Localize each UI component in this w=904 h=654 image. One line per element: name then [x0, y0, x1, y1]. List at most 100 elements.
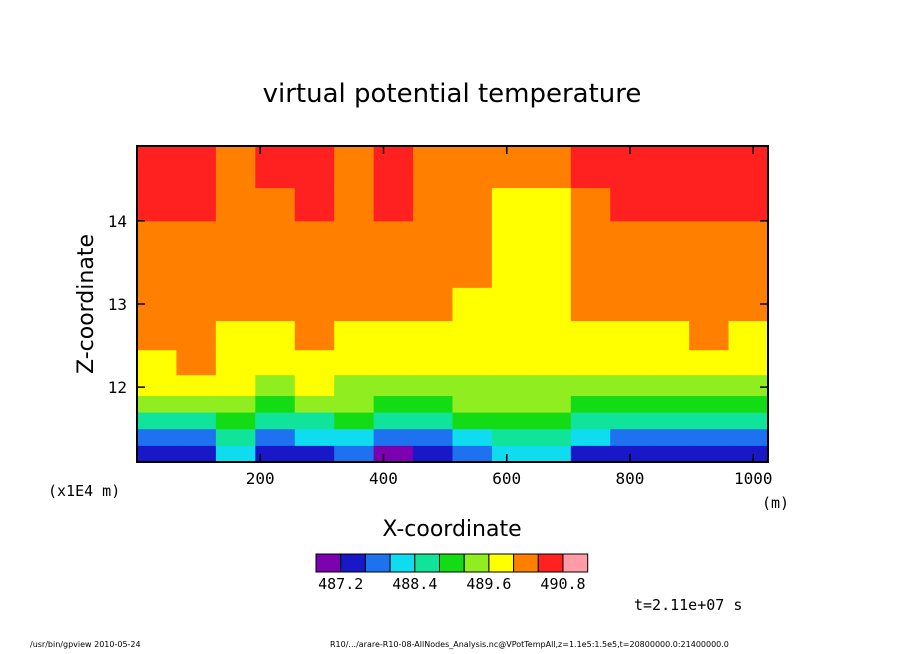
heatmap-cell [413, 412, 453, 430]
heatmap-cell [570, 395, 611, 413]
heatmap-cell [294, 320, 335, 351]
y-tick-label: 13 [108, 295, 127, 314]
heatmap-cell [491, 187, 532, 222]
heatmap-cell [610, 445, 651, 463]
heatmap-cell [176, 374, 217, 396]
heatmap-cell [334, 187, 375, 222]
heatmap-cell [452, 187, 493, 222]
heatmap-cell [689, 445, 730, 463]
heatmap-cell [215, 320, 256, 351]
heatmap-cell [728, 187, 769, 222]
colorbar-tick-label: 489.6 [466, 575, 511, 593]
heatmap-cell [649, 395, 690, 413]
heatmap-cell [649, 349, 690, 376]
heatmap-cell [334, 428, 375, 446]
heatmap-cell [255, 320, 296, 351]
heatmap-cell [294, 349, 335, 376]
heatmap-cell [255, 187, 296, 222]
heatmap-cell [570, 287, 611, 322]
x-tick-label: 600 [492, 469, 521, 488]
heatmap-cell [373, 287, 414, 322]
heatmap-cell [570, 445, 611, 463]
heatmap-cell [649, 374, 690, 396]
heatmap-cell [531, 220, 572, 255]
heatmap-cell [728, 320, 769, 351]
colorbar-tick-label: 487.2 [318, 575, 363, 593]
heatmap-cell [294, 412, 335, 430]
heatmap-cell [137, 254, 177, 288]
colorbar-swatch [389, 553, 416, 573]
heatmap-cell [373, 187, 414, 222]
heatmap-cell [137, 220, 177, 255]
heatmap-cell [255, 395, 296, 413]
y-tick-label: 14 [108, 212, 127, 231]
heatmap-cell [531, 395, 572, 413]
heatmap-cell [373, 412, 414, 430]
heatmap-cell [728, 254, 769, 288]
heatmap-cell [176, 187, 217, 222]
heatmap-cell [413, 320, 453, 351]
heatmap-cell [491, 349, 532, 376]
heatmap-cell [413, 220, 453, 255]
heatmap-cell [255, 146, 296, 189]
heatmap-cell [334, 146, 375, 189]
colorbar-tick-label: 490.8 [540, 575, 585, 593]
heatmap-cell [176, 220, 217, 255]
heatmap-cell [215, 187, 256, 222]
heatmap-cell [334, 320, 375, 351]
colorbar-swatch [414, 553, 440, 573]
heatmap-cell [531, 349, 572, 376]
heatmap-cell [334, 412, 375, 430]
heatmap-cell [452, 146, 493, 189]
heatmap-cell [531, 412, 572, 430]
x-tick-label: 400 [369, 469, 398, 488]
heatmap-cell [294, 445, 335, 463]
heatmap-cell [649, 146, 690, 189]
heatmap-cell [413, 445, 453, 463]
heatmap-cell [373, 220, 414, 255]
heatmap-cell [294, 220, 335, 255]
heatmap-cell [137, 412, 177, 430]
heatmap-cell [334, 287, 375, 322]
heatmap-cell [728, 428, 769, 446]
heatmap-cell [452, 412, 493, 430]
heatmap-cell [649, 187, 690, 222]
heatmap-cell [728, 349, 769, 376]
heatmap-cell [610, 187, 651, 222]
heatmap-cell [215, 220, 256, 255]
heatmap-cell [570, 146, 611, 189]
heatmap-cell [491, 428, 532, 446]
heatmap-cell [610, 428, 651, 446]
y-scale-note: (x1E4 m) [48, 482, 120, 500]
heatmap-cell [176, 254, 217, 288]
heatmap-cell [294, 287, 335, 322]
heatmap-cell [649, 445, 690, 463]
heatmap-cell [255, 349, 296, 376]
heatmap-cell [215, 287, 256, 322]
time-note: t=2.11e+07 s [634, 596, 742, 614]
chart-title: virtual potential temperature [263, 79, 642, 109]
y-axis-ticks: 12 13 14 [108, 212, 768, 397]
heatmap-cell [491, 146, 532, 189]
heatmap-cell [452, 428, 493, 446]
heatmap-cell [176, 445, 217, 463]
heatmap-cell [531, 187, 572, 222]
heatmap-cell [176, 395, 217, 413]
heatmap-cell [649, 254, 690, 288]
heatmap-cell [176, 320, 217, 351]
heatmap-cell [413, 287, 453, 322]
heatmap-cell [570, 320, 611, 351]
heatmap-cell [255, 287, 296, 322]
heatmap-cell [215, 445, 256, 463]
colorbar-tick-label: 488.4 [392, 575, 437, 593]
heatmap-cell [689, 395, 730, 413]
heatmap-cell [373, 374, 414, 396]
heatmap-cell [728, 374, 769, 396]
heatmap-cell [452, 395, 493, 413]
heatmap-cell [649, 287, 690, 322]
y-axis-label: Z-coordinate [74, 234, 99, 374]
heatmap-cell [373, 445, 414, 463]
heatmap-cell [255, 428, 296, 446]
heatmap-cell [215, 374, 256, 396]
heatmap-cell [570, 254, 611, 288]
